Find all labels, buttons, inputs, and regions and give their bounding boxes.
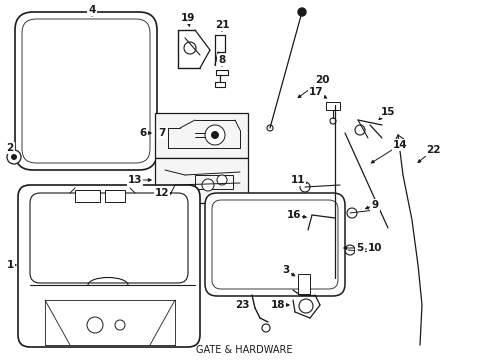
Circle shape: [210, 131, 219, 139]
Text: 17: 17: [308, 87, 323, 97]
Text: 19: 19: [181, 13, 195, 23]
Circle shape: [299, 182, 309, 192]
Circle shape: [298, 299, 312, 313]
Text: 4: 4: [88, 5, 96, 15]
Bar: [216, 70, 227, 75]
Circle shape: [11, 154, 17, 160]
Bar: [155, 113, 247, 158]
Text: 18: 18: [270, 300, 285, 310]
Text: 10: 10: [367, 243, 382, 253]
Text: 2: 2: [6, 143, 14, 153]
Bar: [75, 190, 100, 202]
Text: 20: 20: [314, 75, 328, 85]
Text: 5: 5: [356, 243, 363, 253]
Bar: [195, 175, 232, 189]
FancyBboxPatch shape: [204, 193, 345, 296]
Text: 3: 3: [282, 265, 289, 275]
Circle shape: [7, 150, 21, 164]
Text: 13: 13: [127, 175, 142, 185]
Circle shape: [345, 245, 354, 255]
Circle shape: [183, 42, 196, 54]
Text: 9: 9: [371, 200, 378, 210]
Text: 22: 22: [425, 145, 439, 155]
Text: 8: 8: [218, 55, 225, 65]
Circle shape: [262, 324, 269, 332]
Circle shape: [217, 175, 226, 185]
Text: 14: 14: [392, 140, 407, 150]
Bar: [325, 102, 339, 110]
Circle shape: [346, 208, 356, 218]
Text: 21: 21: [214, 20, 229, 30]
Text: 16: 16: [286, 210, 301, 220]
Text: 12: 12: [154, 188, 169, 198]
Circle shape: [202, 179, 214, 191]
Circle shape: [329, 118, 335, 124]
Circle shape: [115, 320, 125, 330]
Text: 7: 7: [158, 128, 165, 138]
Text: 1: 1: [6, 260, 14, 270]
Text: 15: 15: [380, 107, 394, 117]
Bar: [155, 158, 247, 203]
Text: 23: 23: [234, 300, 249, 310]
Circle shape: [204, 125, 224, 145]
Circle shape: [87, 317, 103, 333]
Bar: [297, 274, 309, 294]
FancyBboxPatch shape: [18, 185, 200, 347]
Text: 6: 6: [139, 128, 146, 138]
Bar: [105, 190, 125, 202]
Circle shape: [304, 229, 311, 237]
Text: GATE & HARDWARE: GATE & HARDWARE: [195, 345, 292, 355]
Circle shape: [266, 125, 272, 131]
FancyBboxPatch shape: [15, 12, 157, 170]
Text: 11: 11: [290, 175, 305, 185]
Bar: [215, 82, 224, 87]
Circle shape: [354, 125, 364, 135]
Circle shape: [297, 8, 305, 16]
